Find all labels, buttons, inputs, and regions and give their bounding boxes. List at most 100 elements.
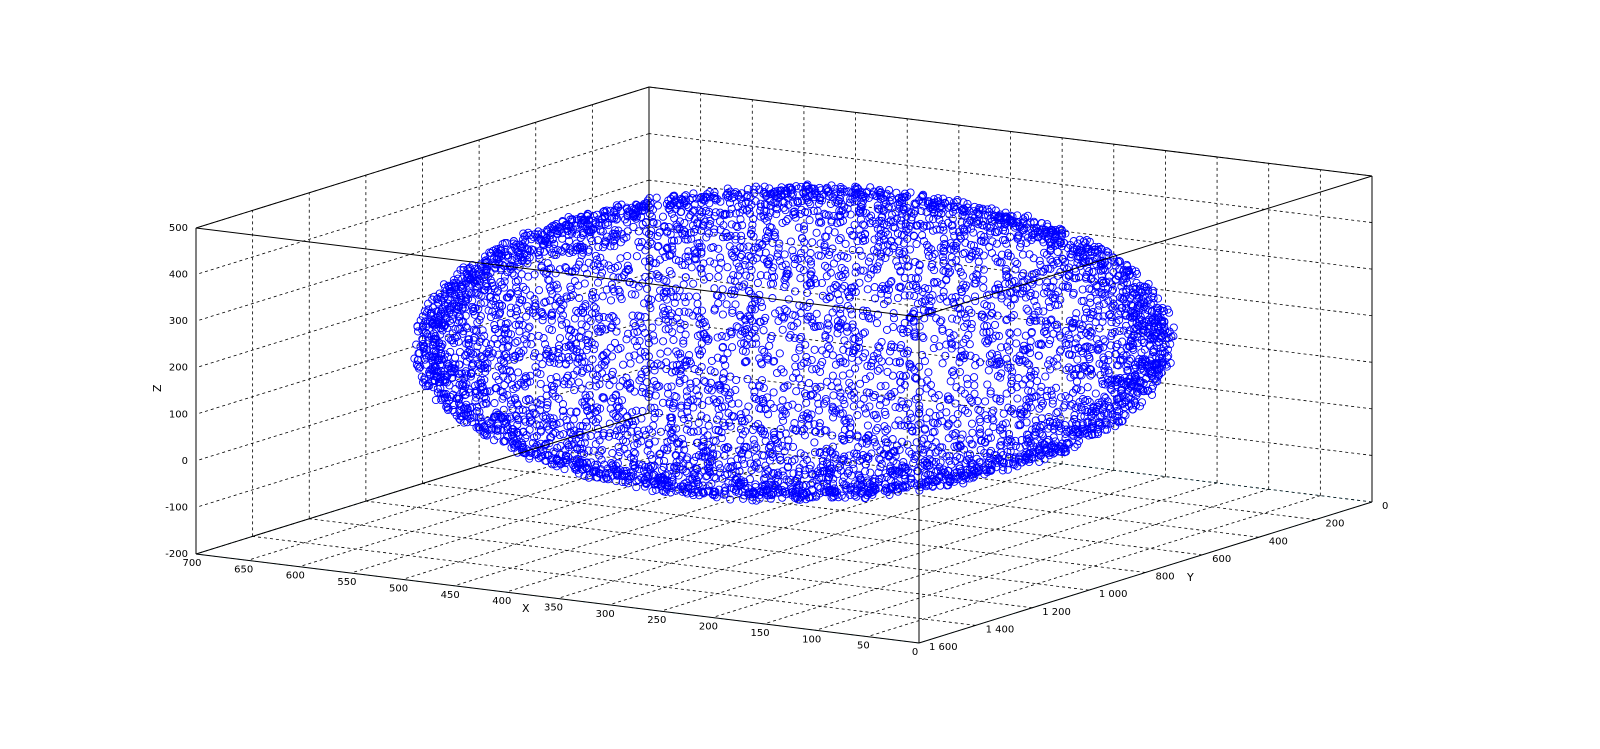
data-point	[693, 331, 702, 340]
data-point	[910, 291, 919, 301]
data-point	[851, 364, 860, 373]
data-point	[1053, 361, 1062, 370]
data-point	[663, 443, 672, 452]
data-point	[1042, 391, 1051, 401]
data-point	[494, 350, 503, 359]
data-point	[983, 291, 992, 300]
data-point	[748, 425, 758, 435]
data-point	[718, 285, 727, 294]
data-point	[502, 353, 511, 362]
data-point	[610, 430, 619, 440]
data-point	[996, 373, 1005, 382]
data-point	[557, 320, 567, 329]
side-wall-grid-line	[195, 226, 650, 369]
data-point	[985, 351, 994, 360]
data-point	[480, 363, 489, 372]
data-point	[710, 284, 719, 293]
data-point	[418, 334, 427, 344]
data-point	[577, 384, 586, 393]
data-point	[1037, 316, 1046, 325]
data-point	[539, 334, 548, 343]
data-point	[631, 449, 640, 458]
data-point	[680, 374, 689, 383]
floor-grid-line	[247, 418, 701, 561]
data-point	[833, 378, 842, 387]
data-point	[866, 372, 875, 381]
data-point	[758, 302, 767, 311]
data-point	[935, 402, 945, 411]
data-point	[942, 408, 951, 417]
data-point	[981, 397, 990, 406]
data-point	[982, 339, 991, 348]
data-point	[979, 265, 988, 274]
data-point	[587, 405, 597, 414]
data-point	[1025, 250, 1034, 259]
data-point	[981, 337, 990, 346]
data-point	[1026, 292, 1035, 301]
data-point	[676, 325, 685, 334]
data-point	[1072, 377, 1082, 386]
data-point	[545, 358, 554, 367]
data-point	[717, 332, 726, 341]
data-point	[506, 261, 515, 270]
data-point	[686, 427, 695, 436]
data-point	[687, 263, 696, 272]
data-point	[795, 346, 804, 355]
data-point	[648, 323, 657, 332]
data-point	[609, 376, 618, 385]
data-point	[1115, 316, 1124, 325]
data-point	[771, 309, 780, 318]
data-point	[900, 273, 909, 282]
data-point	[948, 314, 957, 323]
data-point	[719, 355, 728, 364]
data-point	[903, 203, 912, 212]
data-point	[962, 218, 971, 227]
data-point	[783, 442, 792, 451]
data-point	[1018, 250, 1027, 259]
data-point	[509, 385, 518, 394]
data-point	[865, 402, 874, 411]
data-point	[746, 314, 755, 323]
data-point	[929, 215, 938, 224]
data-point	[679, 414, 688, 423]
data-point	[812, 309, 821, 318]
data-point	[814, 399, 823, 408]
data-point	[536, 379, 545, 388]
data-point	[727, 220, 736, 229]
data-point	[1047, 390, 1056, 400]
data-point	[634, 238, 643, 247]
data-point	[781, 429, 790, 438]
data-point	[872, 319, 882, 328]
data-point	[1119, 326, 1128, 335]
data-point	[1001, 279, 1010, 288]
data-point	[970, 381, 979, 390]
data-point	[583, 314, 592, 323]
data-point	[723, 349, 732, 358]
data-point	[552, 373, 561, 382]
data-point	[910, 232, 919, 241]
data-point	[1051, 383, 1061, 392]
data-point	[821, 332, 830, 342]
data-point	[840, 400, 849, 409]
data-point	[986, 389, 995, 398]
grid-lines	[195, 86, 1373, 644]
data-point	[656, 427, 665, 436]
data-point	[946, 377, 955, 386]
data-point	[699, 489, 708, 498]
data-point	[853, 411, 862, 420]
data-point	[864, 311, 873, 320]
data-point	[635, 242, 644, 251]
data-point	[615, 382, 624, 391]
data-point	[1046, 336, 1055, 345]
data-point	[1118, 337, 1127, 346]
data-point	[829, 259, 838, 268]
data-point	[881, 427, 890, 436]
data-point	[421, 317, 430, 326]
data-point	[423, 330, 432, 339]
data-point	[873, 366, 882, 375]
data-point	[855, 278, 864, 287]
data-point	[961, 238, 970, 247]
data-point	[937, 280, 946, 289]
data-point	[938, 359, 947, 368]
data-point	[705, 383, 714, 392]
